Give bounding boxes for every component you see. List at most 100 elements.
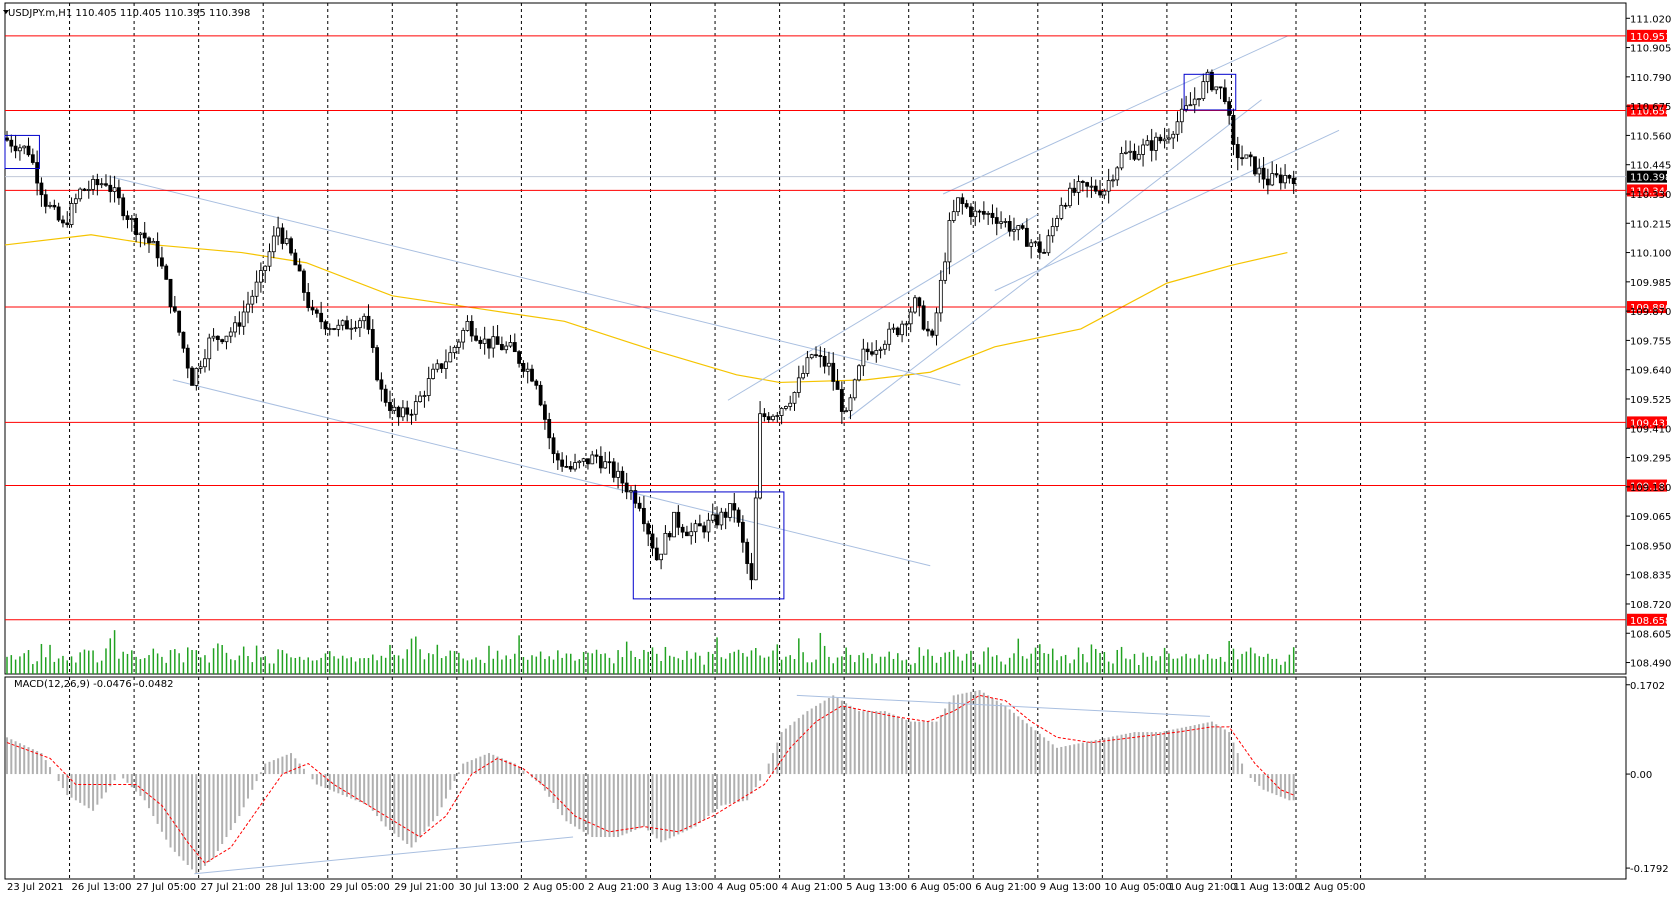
candle-body [659, 553, 664, 561]
candle-body [831, 362, 836, 382]
price-tick-label: 110.790 [1630, 73, 1671, 84]
candle-body [155, 241, 160, 259]
candle-body [1141, 144, 1145, 155]
candle-body [418, 395, 423, 403]
price-tick-label: 108.835 [1630, 571, 1671, 582]
volume-bars [6, 630, 1295, 674]
time-tick-label: 6 Aug 05:00 [911, 882, 972, 893]
candle-body [1128, 150, 1133, 153]
candle-body [521, 362, 526, 372]
candle-body [1145, 140, 1150, 146]
price-tick-label: 110.560 [1630, 131, 1671, 142]
candle-body [981, 211, 986, 215]
candle-body [822, 355, 827, 367]
level-price-tag [1627, 104, 1667, 117]
candle-body [306, 292, 311, 308]
price-tick-label: 109.180 [1630, 483, 1671, 494]
candle-body [908, 311, 913, 325]
candle-body [956, 197, 960, 213]
candle-body [1007, 221, 1012, 232]
candle-body [375, 347, 379, 381]
candle-body [13, 145, 18, 152]
candle-body [517, 351, 521, 364]
candle-body [1003, 221, 1008, 223]
candle-body [246, 303, 250, 313]
annotation-box[interactable] [1183, 73, 1237, 111]
trendline[interactable] [172, 379, 931, 567]
candle-body [814, 354, 818, 357]
candle-body [35, 162, 40, 184]
candle-body [388, 401, 392, 411]
candle-body [895, 327, 900, 336]
candle-body [413, 401, 418, 415]
time-tick-label: 23 Jul 2021 [7, 882, 64, 893]
candle-body [1171, 133, 1176, 139]
macd-trendline[interactable] [796, 694, 1210, 717]
horizontal-levels[interactable] [5, 35, 1626, 621]
candle-body [977, 210, 982, 213]
level-price-label: 110.658 [1630, 106, 1671, 117]
candle-body [499, 344, 504, 351]
candle-body [392, 406, 397, 411]
candle-body [525, 368, 530, 372]
candle-body [478, 339, 483, 344]
vertical-grid [69, 3, 1426, 879]
trendlines[interactable] [108, 35, 1340, 567]
annotation-box[interactable] [4, 134, 40, 170]
candle-body [1102, 190, 1107, 196]
trendline[interactable] [994, 129, 1340, 292]
candle-body [1076, 181, 1081, 193]
candle-body [921, 305, 926, 330]
collapse-arrow-icon[interactable] [3, 10, 9, 14]
candle-body [633, 490, 638, 504]
time-tick-label: 4 Aug 21:00 [782, 882, 843, 893]
trendline[interactable] [108, 175, 961, 386]
level-price-label: 109.886 [1630, 303, 1671, 314]
candle-body [676, 511, 681, 528]
symbol-header: USDJPY.m,H1 110.405 110.405 110.395 110.… [8, 8, 250, 19]
candle-body [1037, 241, 1042, 253]
level-price-tag [1627, 613, 1667, 626]
candle-body [637, 502, 642, 509]
candle-body [1029, 242, 1034, 247]
candle-body [487, 338, 491, 349]
level-price-label: 109.185 [1630, 482, 1671, 493]
candle-body [771, 415, 775, 421]
time-tick-label: 28 Jul 13:00 [265, 882, 325, 893]
candle-body [164, 265, 169, 280]
candle-body [426, 378, 431, 396]
candle-body [1033, 241, 1038, 244]
candle-body [1270, 173, 1275, 186]
macd-trendline[interactable] [194, 836, 574, 875]
price-tick-label: 109.985 [1630, 278, 1671, 289]
candle-body [934, 312, 939, 336]
time-tick-label: 27 Jul 05:00 [136, 882, 196, 893]
candle-body [835, 381, 840, 390]
candle-body [91, 178, 95, 190]
price-axis: 110.951 110.658 110.344 109.886 109.433 109.1… [1626, 14, 1671, 875]
candle-body [353, 327, 358, 330]
candle-body [736, 509, 741, 523]
candle-body [319, 312, 324, 323]
level-price-tag [1627, 29, 1667, 42]
candle-body [784, 406, 788, 409]
candle-body [865, 348, 870, 353]
candle-body [762, 413, 767, 418]
candle-body [203, 358, 207, 368]
candle-body [710, 514, 715, 521]
trendline[interactable] [942, 35, 1288, 195]
price-tick-label: 109.870 [1630, 307, 1671, 318]
candle-body [938, 279, 943, 314]
candle-body [104, 183, 108, 186]
time-tick-label: 27 Jul 21:00 [201, 882, 261, 893]
boxes[interactable] [4, 73, 1237, 600]
candle-body [1235, 144, 1240, 159]
trendline[interactable] [848, 99, 1262, 419]
annotation-box[interactable] [632, 491, 785, 600]
candle-body [177, 310, 182, 333]
candle-body [715, 514, 719, 526]
candle-body [1024, 227, 1029, 247]
candle-body [125, 215, 130, 220]
candle-body [435, 363, 440, 370]
